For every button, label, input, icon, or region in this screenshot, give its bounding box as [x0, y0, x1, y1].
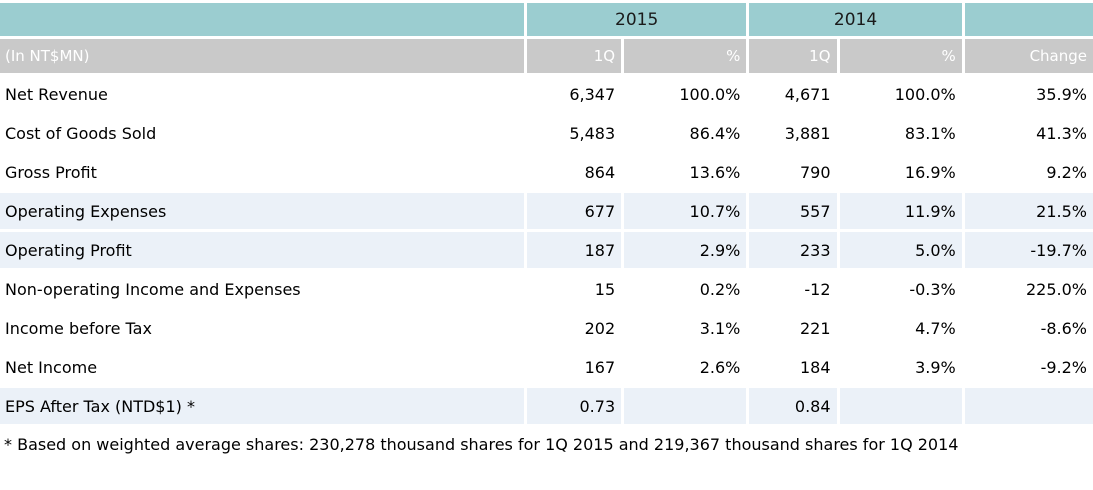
value-change: 35.9% [964, 76, 1093, 112]
value-1q-2014: 184 [749, 349, 837, 385]
value-pct-2015: 86.4% [624, 115, 747, 151]
value-pct-2014: 4.7% [839, 310, 962, 346]
value-pct-2014: -0.3% [839, 271, 962, 307]
row-label: Net Income [0, 349, 524, 385]
col-header-1q-2014: 1Q [749, 39, 837, 73]
value-change: -19.7% [964, 232, 1093, 268]
value-1q-2014: 790 [749, 154, 837, 190]
value-pct-2015 [624, 388, 747, 424]
unit-label: (In NT$MN) [0, 39, 524, 73]
col-header-pct-2015: % [624, 39, 747, 73]
value-pct-2015: 100.0% [624, 76, 747, 112]
table-row-income-before-tax: Income before Tax 202 3.1% 221 4.7% -8.6… [0, 310, 1093, 346]
year-header-2014: 2014 [749, 3, 962, 36]
value-1q-2015: 5,483 [526, 115, 622, 151]
row-label: EPS After Tax (NTD$1) * [0, 388, 524, 424]
footnote: * Based on weighted average shares: 230,… [4, 435, 959, 454]
value-pct-2015: 0.2% [624, 271, 747, 307]
table-row-operating-expenses: Operating Expenses 677 10.7% 557 11.9% 2… [0, 193, 1093, 229]
value-1q-2014: 0.84 [749, 388, 837, 424]
table-row-net-income: Net Income 167 2.6% 184 3.9% -9.2% [0, 349, 1093, 385]
income-statement-page: 2015 2014 (In NT$MN) 1Q % 1Q % Change Ne… [0, 3, 1093, 454]
col-header-change: Change [964, 39, 1093, 73]
value-pct-2015: 3.1% [624, 310, 747, 346]
col-header-1q-2015: 1Q [526, 39, 622, 73]
value-1q-2015: 6,347 [526, 76, 622, 112]
row-label: Net Revenue [0, 76, 524, 112]
value-pct-2014: 11.9% [839, 193, 962, 229]
column-header-row: (In NT$MN) 1Q % 1Q % Change [0, 39, 1093, 73]
table-row-non-operating: Non-operating Income and Expenses 15 0.2… [0, 271, 1093, 307]
value-1q-2015: 864 [526, 154, 622, 190]
year-header-spacer-right [964, 3, 1093, 36]
value-1q-2015: 187 [526, 232, 622, 268]
value-pct-2014: 16.9% [839, 154, 962, 190]
value-change: 9.2% [964, 154, 1093, 190]
table-row-net-revenue: Net Revenue 6,347 100.0% 4,671 100.0% 35… [0, 76, 1093, 112]
value-pct-2015: 2.9% [624, 232, 747, 268]
value-1q-2015: 677 [526, 193, 622, 229]
value-1q-2015: 15 [526, 271, 622, 307]
value-1q-2014: 4,671 [749, 76, 837, 112]
value-1q-2015: 0.73 [526, 388, 622, 424]
row-label: Cost of Goods Sold [0, 115, 524, 151]
value-pct-2014: 5.0% [839, 232, 962, 268]
row-label: Non-operating Income and Expenses [0, 271, 524, 307]
value-1q-2014: -12 [749, 271, 837, 307]
row-label: Operating Profit [0, 232, 524, 268]
row-label: Operating Expenses [0, 193, 524, 229]
value-change: -9.2% [964, 349, 1093, 385]
value-change: 21.5% [964, 193, 1093, 229]
value-pct-2015: 13.6% [624, 154, 747, 190]
row-label: Gross Profit [0, 154, 524, 190]
value-pct-2014: 83.1% [839, 115, 962, 151]
value-change [964, 388, 1093, 424]
year-header-spacer-left [0, 3, 524, 36]
value-1q-2015: 167 [526, 349, 622, 385]
value-pct-2014: 100.0% [839, 76, 962, 112]
table-row-cogs: Cost of Goods Sold 5,483 86.4% 3,881 83.… [0, 115, 1093, 151]
value-pct-2014 [839, 388, 962, 424]
value-pct-2015: 2.6% [624, 349, 747, 385]
col-header-pct-2014: % [839, 39, 962, 73]
year-header-row: 2015 2014 [0, 3, 1093, 36]
value-1q-2015: 202 [526, 310, 622, 346]
value-1q-2014: 3,881 [749, 115, 837, 151]
value-change: 225.0% [964, 271, 1093, 307]
value-pct-2015: 10.7% [624, 193, 747, 229]
value-1q-2014: 233 [749, 232, 837, 268]
year-header-2015: 2015 [526, 3, 747, 36]
value-change: 41.3% [964, 115, 1093, 151]
value-1q-2014: 221 [749, 310, 837, 346]
row-label: Income before Tax [0, 310, 524, 346]
table-row-gross-profit: Gross Profit 864 13.6% 790 16.9% 9.2% [0, 154, 1093, 190]
value-1q-2014: 557 [749, 193, 837, 229]
value-pct-2014: 3.9% [839, 349, 962, 385]
financial-table: 2015 2014 (In NT$MN) 1Q % 1Q % Change Ne… [0, 3, 1093, 424]
table-row-operating-profit: Operating Profit 187 2.9% 233 5.0% -19.7… [0, 232, 1093, 268]
value-change: -8.6% [964, 310, 1093, 346]
table-row-eps-after-tax: EPS After Tax (NTD$1) * 0.73 0.84 [0, 388, 1093, 424]
